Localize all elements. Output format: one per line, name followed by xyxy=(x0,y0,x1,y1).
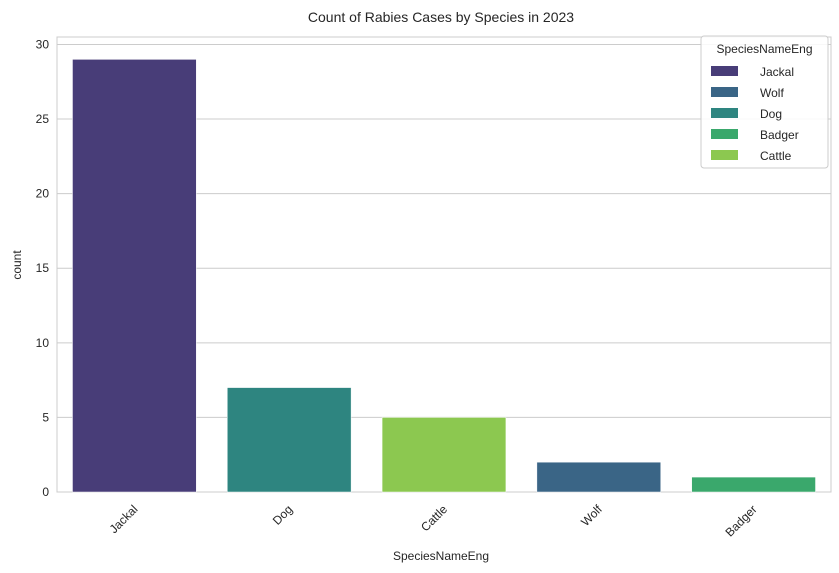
x-tick-wolf: Wolf xyxy=(578,502,605,529)
y-tick-5: 5 xyxy=(42,410,49,424)
legend-label-jackal: Jackal xyxy=(760,65,794,79)
legend-swatch-badger xyxy=(711,129,738,139)
x-tick-cattle: Cattle xyxy=(418,502,450,534)
legend-swatch-jackal xyxy=(711,66,738,76)
y-tick-20: 20 xyxy=(36,187,50,201)
x-tick-labels: Jackal Dog Cattle Wolf Badger xyxy=(107,502,760,540)
y-tick-10: 10 xyxy=(36,336,50,350)
x-tick-jackal: Jackal xyxy=(107,502,141,536)
y-tick-labels: 0 5 10 15 20 25 30 xyxy=(36,37,50,499)
legend-swatch-cattle xyxy=(711,150,738,160)
legend-title: SpeciesNameEng xyxy=(716,42,812,56)
y-axis-label: count xyxy=(10,250,24,280)
bar-cattle xyxy=(381,417,507,493)
bars xyxy=(72,59,816,493)
legend-entries: Jackal Wolf Dog Badger Cattle xyxy=(711,65,799,163)
bar-jackal xyxy=(72,59,197,493)
x-tick-dog: Dog xyxy=(270,502,295,527)
legend-swatch-wolf xyxy=(711,87,738,97)
legend-label-badger: Badger xyxy=(760,128,799,142)
x-tick-badger: Badger xyxy=(722,502,759,539)
y-tick-25: 25 xyxy=(36,112,50,126)
bar-wolf xyxy=(536,461,661,493)
legend: SpeciesNameEng Jackal Wolf Dog Badger Cattle xyxy=(700,35,829,169)
y-tick-30: 30 xyxy=(36,37,50,51)
legend-swatch-dog xyxy=(711,108,738,118)
y-tick-0: 0 xyxy=(42,485,49,499)
x-axis-label: SpeciesNameEng xyxy=(393,549,489,563)
bar-badger xyxy=(691,476,816,493)
y-tick-15: 15 xyxy=(36,261,50,275)
bar-dog xyxy=(227,387,352,493)
chart-title: Count of Rabies Cases by Species in 2023 xyxy=(308,9,574,25)
legend-label-wolf: Wolf xyxy=(760,86,784,100)
legend-label-cattle: Cattle xyxy=(760,149,792,163)
legend-label-dog: Dog xyxy=(760,107,782,121)
